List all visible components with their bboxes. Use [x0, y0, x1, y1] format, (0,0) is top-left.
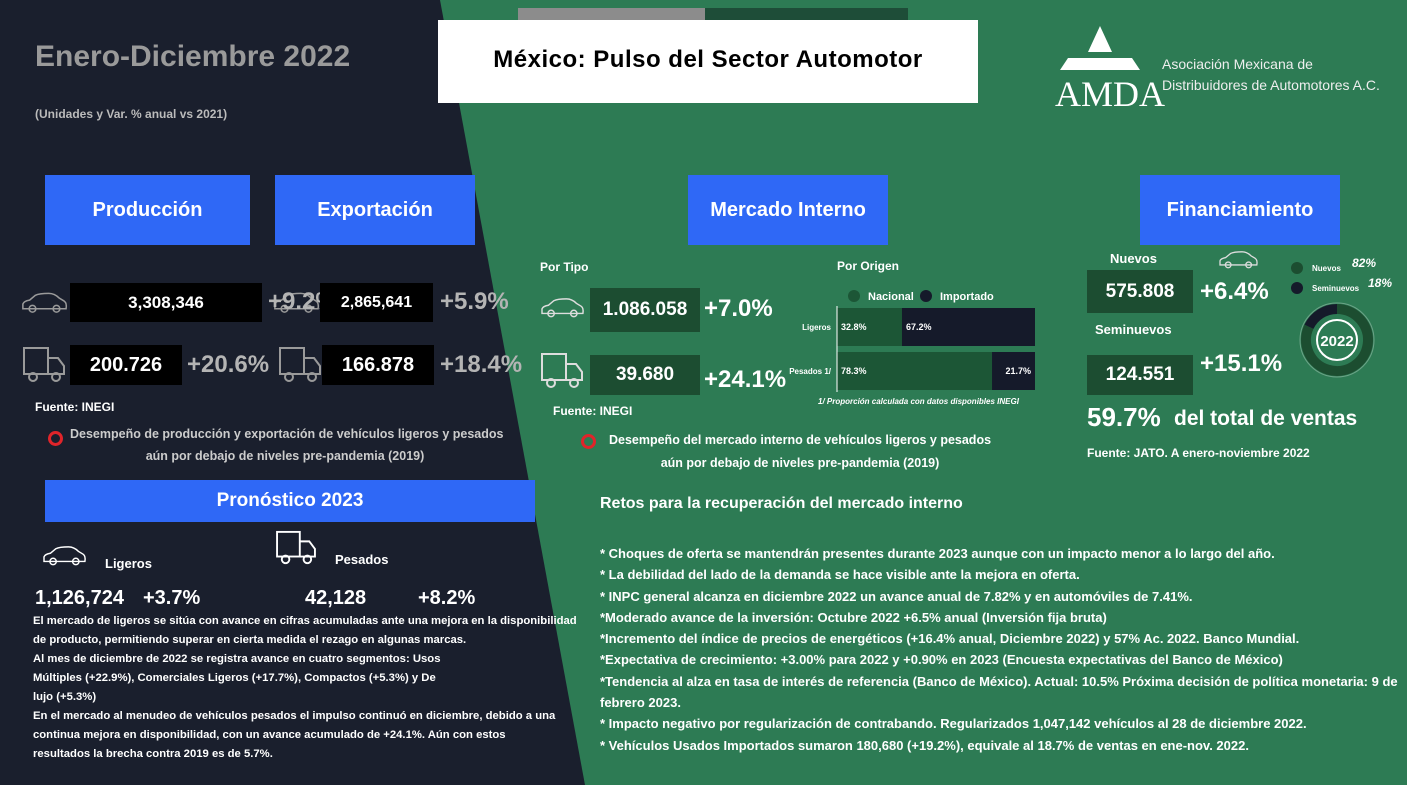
value-box: 200.726 [70, 345, 182, 385]
top-bar-gray [518, 8, 705, 20]
donut-center [1316, 319, 1358, 361]
value-box: 166.878 [322, 345, 434, 385]
heading-pronostico: Pronóstico 2023 [45, 480, 535, 522]
logo-text: AMDA [1055, 74, 1166, 114]
change: +3.7% [143, 587, 201, 609]
reto-item: * La debilidad del lado de la demanda se… [600, 567, 1080, 583]
reto-item: *Expectativa de crecimiento: +3.00% para… [600, 652, 1283, 668]
truck-icon [276, 530, 316, 565]
paragraph: El mercado de ligeros se sitúa con avanc… [33, 615, 577, 646]
bar-segment [901, 308, 1035, 346]
legend-label: Nacional [868, 291, 914, 303]
donut-center-label: 2022 [1320, 333, 1353, 350]
title-box [438, 20, 978, 103]
reto-item: * Choques de oferta se mantendrán presen… [600, 546, 1275, 561]
change: +18.4% [440, 351, 523, 378]
share-text: del total de ventas [1174, 407, 1358, 430]
change: +7.0% [704, 295, 773, 322]
legend-label: Seminuevos [1312, 284, 1360, 293]
heading-produccion: Producción [45, 175, 250, 245]
share-value: 59.7% [1087, 402, 1161, 432]
row-label: Ligeros [802, 323, 831, 332]
change: +15.1% [1200, 350, 1283, 377]
section-label: Por Origen [837, 259, 900, 273]
org-name: Asociación Mexicana de [1162, 56, 1313, 72]
legend-label: Importado [940, 291, 994, 303]
change: +5.9% [440, 288, 509, 315]
reto-item: *Moderado avance de la inversión: Octubr… [600, 609, 1107, 625]
heading-financiamiento: Financiamiento [1140, 175, 1340, 245]
legend-value: 82% [1352, 256, 1376, 270]
paragraph: Al mes de diciembre de 2022 se registra … [33, 653, 441, 703]
note: Desempeño de producción y exportación de… [70, 427, 504, 441]
retos-list: * Choques de oferta se mantendrán presen… [600, 543, 1400, 756]
reto-item: * Vehículos Usados Importados sumaron 18… [600, 737, 1249, 753]
reto-item: *Incremento del índice de precios de ene… [600, 631, 1300, 647]
truck-icon [23, 347, 65, 382]
org-name: Distribuidores de Automotores A.C. [1162, 77, 1380, 93]
section-label: Por Tipo [540, 260, 589, 274]
note: aún por debajo de niveles pre-pandemia (… [145, 449, 425, 463]
change: +20.6% [187, 351, 270, 378]
label: Nuevos [1110, 251, 1157, 266]
source: Fuente: INEGI [553, 404, 633, 418]
title: México: Pulso del Sector Automotor [493, 46, 923, 73]
car-icon [43, 546, 86, 566]
note: Desempeño del mercado interno de vehícul… [608, 433, 992, 447]
logo-mountain [1060, 26, 1140, 70]
source: Fuente: JATO. A enero-noviembre 2022 [1087, 446, 1310, 460]
legend-value: 18% [1368, 276, 1392, 290]
reto-item: * Impacto negativo por regularización de… [600, 716, 1307, 732]
bar-segment [837, 352, 993, 390]
label: Ligeros [105, 556, 152, 571]
legend-dot [920, 290, 932, 302]
bar-label: 78.3% [841, 366, 867, 376]
value-box: 575.808 [1087, 270, 1193, 313]
heading-exportacion: Exportación [275, 175, 475, 245]
legend-label: Nuevos [1312, 264, 1341, 273]
bullet-ring [581, 434, 596, 449]
paragraph: En el mercado al menudeo de vehículos pe… [33, 710, 556, 760]
reto-item: * INPC general alcanza en diciembre 2022… [600, 588, 1193, 604]
bullet-ring [48, 431, 63, 446]
change: +6.4% [1200, 278, 1269, 305]
period: Enero-Diciembre 2022 [35, 40, 351, 73]
note: aún por debajo de niveles pre-pandemia (… [660, 456, 940, 470]
charts: Nacional Importado Ligeros 32.8% 67.2% Pesado… [789, 256, 1392, 392]
subtitle: (Unidades y Var. % anual vs 2021) [35, 107, 228, 121]
bar-label: 32.8% [841, 322, 867, 332]
value-box: 1.086.058 [590, 288, 700, 332]
label: Seminuevos [1095, 322, 1172, 337]
value: 1,126,724 [35, 587, 124, 609]
bar-label: 67.2% [906, 322, 932, 332]
label: Pesados [335, 552, 389, 567]
value-box: 39.680 [590, 355, 700, 395]
bar-label: 21.7% [1005, 366, 1031, 376]
donut-outline [1299, 302, 1375, 378]
change: +8.2% [418, 587, 476, 609]
bar-segment [837, 308, 902, 346]
retos-title: Retos para la recuperación del mercado i… [600, 495, 963, 512]
legend-dot [1291, 262, 1303, 274]
change: +24.1% [704, 366, 787, 393]
top-bar-green [705, 8, 908, 20]
legend-dot [848, 290, 860, 302]
car-icon [22, 292, 68, 313]
value-box: 124.551 [1087, 355, 1193, 395]
value-box: 2,865,641 [320, 283, 433, 322]
truck-icon [279, 347, 321, 382]
value-box: 3,308,346 [70, 283, 262, 322]
donut-segment [1304, 304, 1338, 330]
source: Fuente: INEGI [35, 400, 115, 414]
reto-item: *Tendencia al alza en tasa de interés de… [600, 673, 1398, 711]
value: 42,128 [305, 587, 367, 609]
row-label: Pesados 1/ [789, 367, 832, 376]
bar-segment [992, 352, 1035, 390]
donut-segment [1301, 304, 1373, 376]
legend-dot [1291, 282, 1303, 294]
footnote: 1/ Proporción calculada con datos dispon… [818, 397, 1019, 406]
heading-mercado: Mercado Interno [688, 175, 888, 245]
